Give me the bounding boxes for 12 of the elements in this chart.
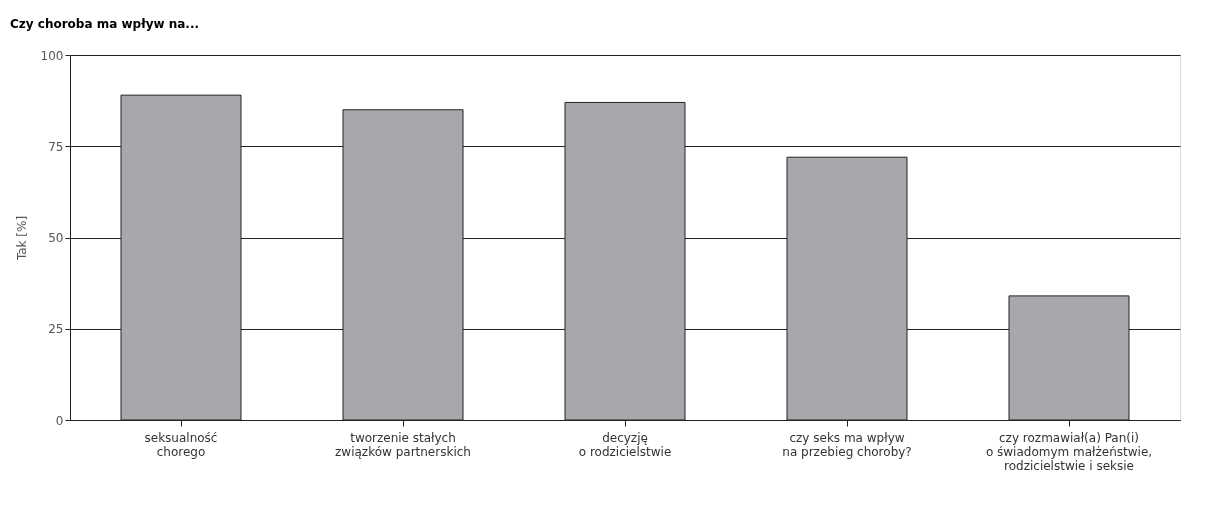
y-axis-title: Tak [%] [14, 215, 29, 262]
x-tick-label: tworzenie stałych związków partnerskich [335, 430, 471, 459]
y-tick-label: 50 [48, 231, 64, 245]
y-tick-label: 0 [55, 413, 64, 428]
x-tick-label: seksualność chorego [144, 430, 218, 459]
x-tick-label: decyzję o rodzicielstwie [578, 430, 672, 459]
x-tick-label: czy seks ma wpływ na przebieg choroby? [782, 430, 912, 459]
y-tick-label: 75 [48, 139, 64, 154]
x-tick-label: czy rozmawiał(a) Pan(i) o świadomym małżeństwie, rodzicielstwie i seksie [985, 430, 1153, 473]
chart-title: Czy choroba ma wpływ na... [10, 17, 200, 31]
y-tick-label: 100 [40, 48, 64, 63]
y-tick-label: 25 [48, 322, 64, 337]
